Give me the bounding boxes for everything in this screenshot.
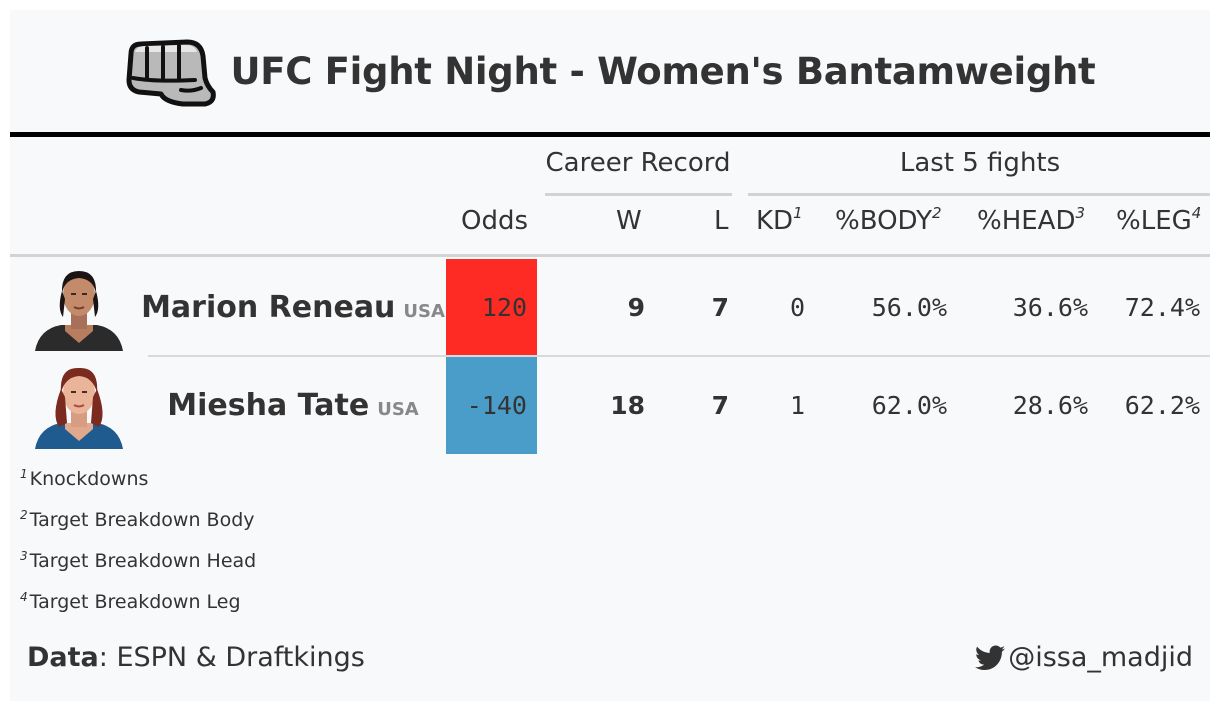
footnote-mark: 4 <box>20 590 28 604</box>
title-row: UFC Fight Night - Women's Bantamweight <box>10 10 1210 132</box>
head-pct-value: 36.6% <box>1012 293 1088 322</box>
knockdowns-value: 0 <box>789 293 805 322</box>
record-wins: 18 <box>610 391 645 420</box>
odds-cell: -140 <box>446 357 537 454</box>
footnote-mark: 1 <box>793 204 803 222</box>
fighter-country: USA <box>403 301 445 322</box>
spanner-career-rule <box>545 193 732 196</box>
title-divider <box>10 132 1210 137</box>
record-wins: 9 <box>627 293 645 322</box>
fighter-name: Miesha Tate <box>167 388 370 423</box>
page-title: UFC Fight Night - Women's Bantamweight <box>230 49 1096 93</box>
source-note: Data: ESPN & Draftkings <box>27 642 365 673</box>
fighter-country: USA <box>377 399 419 420</box>
col-header-body: %BODY2 <box>835 204 942 236</box>
col-header-leg: %LEG4 <box>1116 204 1202 236</box>
leg-pct-value: 72.4% <box>1124 293 1200 322</box>
footnote: 4 Target Breakdown Leg <box>20 590 241 613</box>
spanner-last5-rule <box>748 193 1210 196</box>
fighter-photo <box>35 271 123 351</box>
leg-pct-value: 62.2% <box>1124 391 1200 420</box>
spanner-career-record: Career Record <box>545 148 731 178</box>
footnote: 2 Target Breakdown Body <box>20 508 255 531</box>
col-header-kd-label: KD <box>756 206 794 236</box>
col-header-l: L <box>714 206 729 236</box>
footnote-text: Target Breakdown Leg <box>29 591 241 613</box>
col-header-w: W <box>616 206 642 236</box>
footnote: 3 Target Breakdown Head <box>20 549 257 572</box>
footnote-mark: 1 <box>20 467 28 481</box>
footnote-text: Target Breakdown Body <box>29 509 255 531</box>
odds-cell: 120 <box>446 259 537 356</box>
footnote-mark: 3 <box>1075 204 1086 222</box>
knockdowns-value: 1 <box>789 391 805 420</box>
fighter-name-cell: Marion Reneau USA <box>141 259 445 356</box>
fighter-name: Marion Reneau <box>141 290 396 325</box>
record-losses: 7 <box>711 293 729 322</box>
fight-table-card: UFC Fight Night - Women's Bantamweight C… <box>10 10 1210 701</box>
fighter-photo <box>35 367 123 449</box>
author-handle: @issa_madjid <box>975 642 1193 673</box>
col-header-body-label: %BODY <box>835 206 933 236</box>
footnote-mark: 2 <box>20 508 28 522</box>
body-pct-value: 56.0% <box>871 293 947 322</box>
col-header-leg-label: %LEG <box>1116 206 1192 236</box>
source-label: Data <box>27 642 99 673</box>
col-header-head: %HEAD3 <box>977 204 1086 236</box>
twitter-bird-icon <box>975 645 1006 670</box>
record-losses: 7 <box>711 391 729 420</box>
fist-icon <box>126 39 216 107</box>
head-pct-value: 28.6% <box>1012 391 1088 420</box>
col-header-head-label: %HEAD <box>977 206 1076 236</box>
fighter-name-cell: Miesha Tate USA <box>148 357 438 454</box>
col-header-kd: KD1 <box>756 204 803 236</box>
handle-text: @issa_madjid <box>1008 642 1193 673</box>
footnote: 1 Knockdowns <box>20 467 149 490</box>
header-divider <box>10 254 1210 257</box>
spanner-last-5-fights: Last 5 fights <box>899 148 1061 178</box>
footnote-mark: 2 <box>932 204 942 222</box>
col-header-odds: Odds <box>461 206 529 236</box>
table-row: Miesha Tate USA -140 18 7 1 62.0% 28.6% 6… <box>10 357 1210 454</box>
footnote-mark: 4 <box>1191 204 1202 222</box>
footnote-text: Knockdowns <box>29 468 149 490</box>
footnote-text: Target Breakdown Head <box>29 550 257 572</box>
body-pct-value: 62.0% <box>871 391 947 420</box>
row-divider <box>148 355 1210 357</box>
footnote-mark: 3 <box>20 549 28 563</box>
source-text: : ESPN & Draftkings <box>98 642 365 673</box>
table-row: Marion Reneau USA 120 9 7 0 56.0% 36.6% 7… <box>10 259 1210 356</box>
